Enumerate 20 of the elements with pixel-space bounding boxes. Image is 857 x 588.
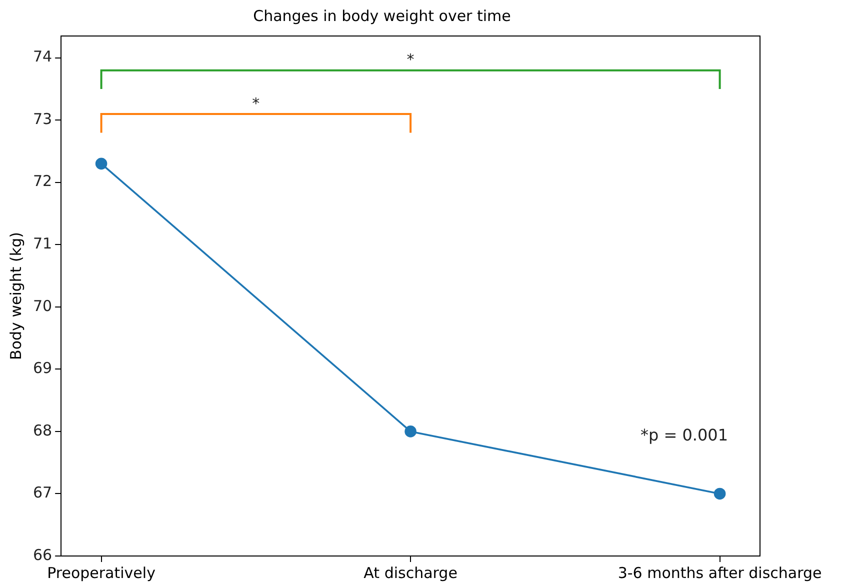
annotation: *p = 0.001: [640, 426, 728, 445]
annotation: *: [252, 94, 260, 112]
y-axis-title: Body weight (kg): [6, 232, 25, 360]
y-tick-label: 72: [32, 172, 52, 190]
point: [95, 158, 108, 170]
point: [404, 426, 416, 438]
x-tick-label: 3-6 months after discharge: [618, 564, 822, 582]
y-tick-label: 70: [32, 296, 52, 315]
point: [714, 488, 726, 500]
x-tick-label: At discharge: [364, 564, 458, 582]
y-tick-label: 68: [32, 421, 52, 440]
y-tick-label: 66: [32, 546, 52, 564]
x-tick-label: Preoperatively: [47, 564, 156, 582]
y-tick-label: 74: [32, 48, 52, 66]
y-tick-label: 73: [32, 110, 52, 128]
y-tick-label: 67: [32, 484, 52, 502]
annotation: *: [406, 50, 415, 69]
chart-title: Changes in body weight over time: [253, 6, 511, 25]
y-tick-label: 71: [32, 234, 52, 253]
y-tick-label: 69: [32, 359, 52, 378]
